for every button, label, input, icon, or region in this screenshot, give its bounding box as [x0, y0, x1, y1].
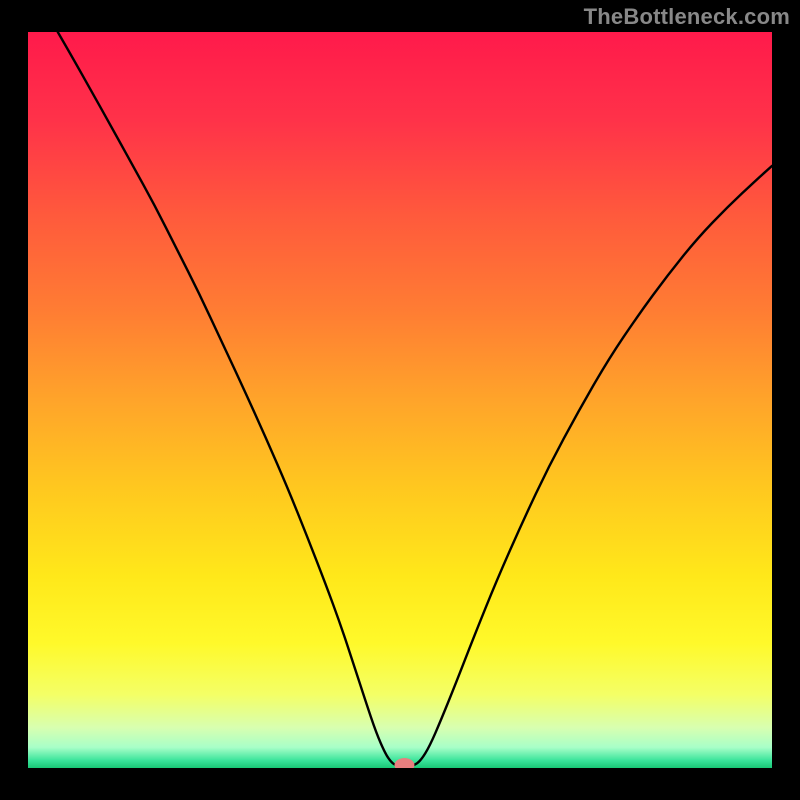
chart-frame: TheBottleneck.com	[0, 0, 800, 800]
watermark-text: TheBottleneck.com	[584, 4, 790, 30]
bottleneck-chart	[28, 32, 772, 768]
gradient-background	[28, 32, 772, 768]
plot-area	[28, 32, 772, 768]
